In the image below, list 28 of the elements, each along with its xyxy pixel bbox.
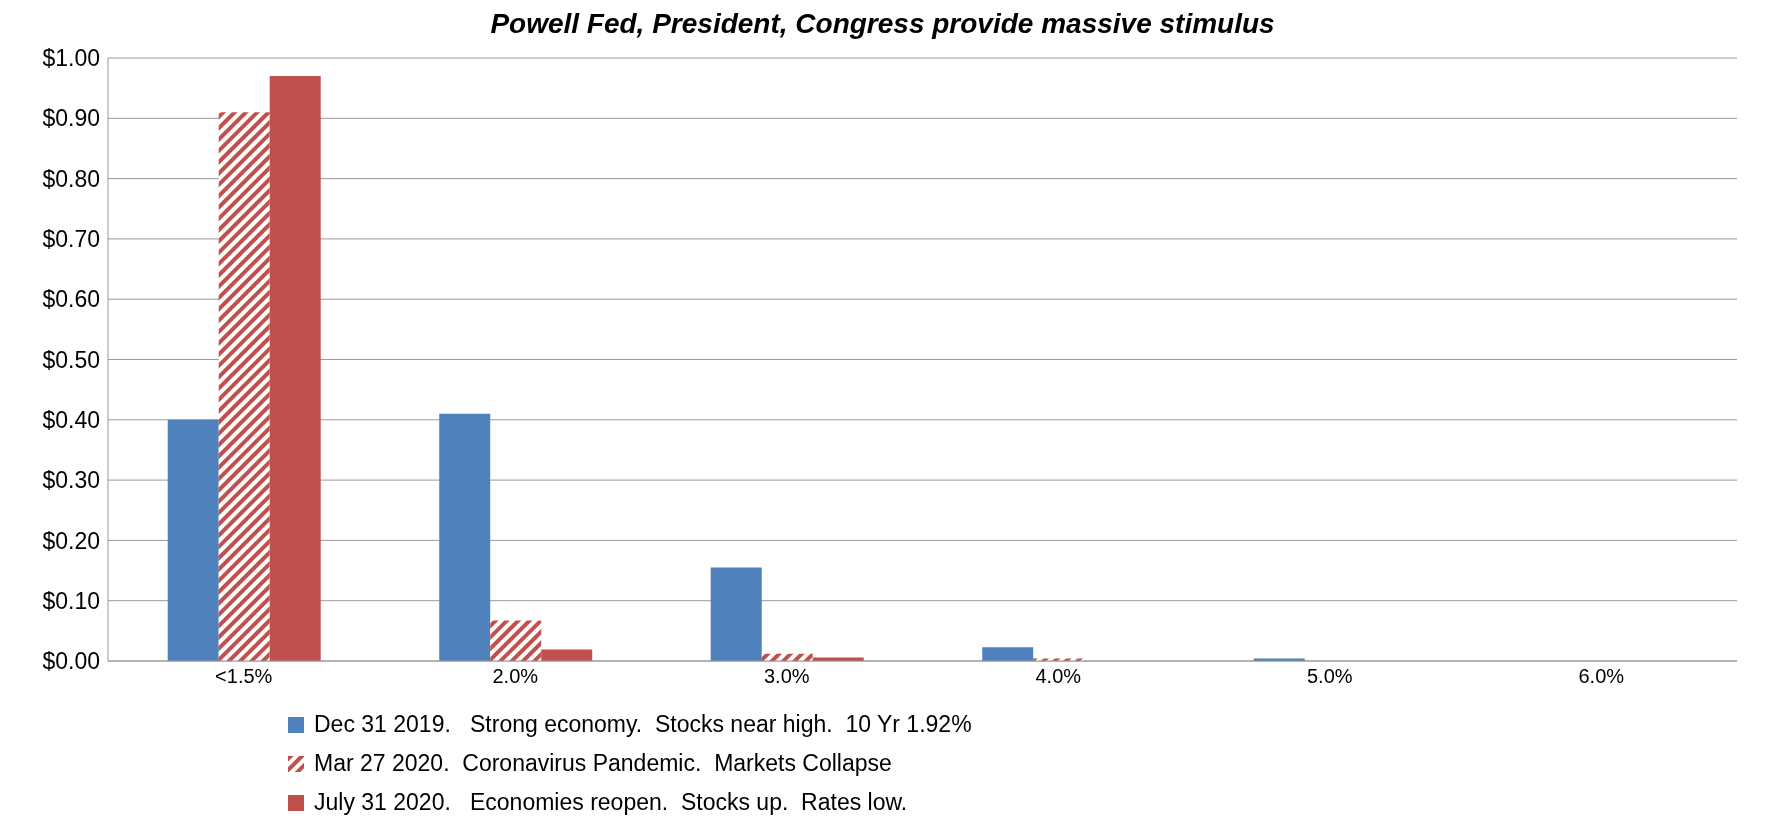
bar <box>982 647 1034 661</box>
bar <box>167 419 219 661</box>
x-tick-label: 2.0% <box>492 665 539 688</box>
bar <box>710 567 762 661</box>
x-tick-label: <1.5% <box>215 665 273 688</box>
bar <box>269 76 321 661</box>
legend-label: Dec 31 2019. Strong economy. Stocks near high. 10 Yr 1.92% <box>314 711 972 738</box>
x-tick-label: 4.0% <box>1035 665 1082 688</box>
x-tick-label: 5.0% <box>1306 665 1353 688</box>
y-tick-label: $0.40 <box>42 406 100 433</box>
legend-label: July 31 2020. Economies reopen. Stocks up. Rates low. <box>314 789 908 816</box>
y-tick-label: $0.70 <box>42 226 100 253</box>
x-tick-label: 6.0% <box>1578 665 1625 688</box>
y-tick-label: $1.00 <box>42 45 100 72</box>
y-tick-label: $0.10 <box>42 587 100 614</box>
y-tick-label: $0.90 <box>42 105 100 132</box>
y-tick-label: $0.50 <box>42 346 100 373</box>
legend-label: Mar 27 2020. Coronavirus Pandemic. Markets Collapse <box>314 750 892 777</box>
y-tick-label: $0.60 <box>42 286 100 313</box>
y-tick-label: $0.00 <box>42 648 100 675</box>
bar <box>218 112 270 661</box>
chart-title: Powell Fed, President, Congress provide massive stimulus <box>489 8 1276 40</box>
bar <box>439 413 491 661</box>
y-tick-label: $0.80 <box>42 165 100 192</box>
y-tick-label: $0.20 <box>42 527 100 554</box>
y-tick-label: $0.30 <box>42 467 100 494</box>
bar <box>490 620 542 661</box>
x-tick-label: 3.0% <box>763 665 810 688</box>
